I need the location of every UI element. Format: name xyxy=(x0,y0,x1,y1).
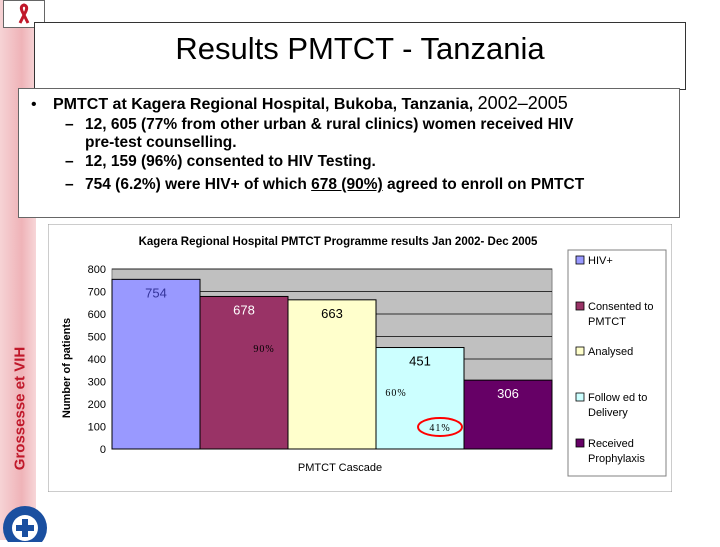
sidebar-label: Grossesse et VIH xyxy=(11,346,29,471)
percent-annotation-1: 60% xyxy=(385,388,406,399)
y-tick-label-800: 800 xyxy=(88,264,106,276)
sub-bullet-2-text: 12, 159 (96%) consented to HIV Testing. xyxy=(85,153,376,170)
bar-value-label-4: 306 xyxy=(497,386,519,401)
y-tick-label-500: 500 xyxy=(88,332,106,344)
legend-swatch-1 xyxy=(575,301,585,311)
sub-bullet-3-underlined: 678 (90%) xyxy=(311,176,383,193)
sub-bullet-2: –12, 159 (96%) consented to HIV Testing. xyxy=(65,153,376,170)
bar-value-label-0: 754 xyxy=(145,285,167,300)
bar-value-label-2: 663 xyxy=(321,306,343,321)
legend-label-0: HIV+ xyxy=(588,255,613,267)
y-tick-label-700: 700 xyxy=(88,287,106,299)
legend-box xyxy=(567,249,667,477)
sub-bullet-3: –754 (6.2%) were HIV+ of which 678 (90%)… xyxy=(65,176,585,193)
sub-bullet-3-pre: 754 (6.2%) were HIV+ of which xyxy=(85,176,307,193)
legend-swatch-4 xyxy=(575,438,585,448)
bullet-years: 2002–2005 xyxy=(477,93,568,113)
y-tick-label-600: 600 xyxy=(88,309,106,321)
sub-bullet-1-line2: pre-test counselling. xyxy=(85,134,237,151)
y-tick-label-300: 300 xyxy=(88,377,106,389)
chart-title: Kagera Regional Hospital PMTCT Programme… xyxy=(139,236,538,248)
highlight-ellipse xyxy=(417,417,463,437)
legend-swatch-2 xyxy=(575,346,585,356)
slide-title: Results PMTCT - Tanzania xyxy=(175,31,545,66)
bullet-main-text: PMTCT at Kagera Regional Hospital, Bukob… xyxy=(53,96,474,113)
y-axis-label: Number of patients xyxy=(61,318,73,418)
y-tick-label-100: 100 xyxy=(88,422,106,434)
medecins-du-monde-seal xyxy=(2,502,48,547)
y-tick-label-200: 200 xyxy=(88,399,106,411)
bullet-box: • PMTCT at Kagera Regional Hospital, Buko… xyxy=(18,88,680,218)
sub-bullet-1: –12, 605 (77% from other urban & rural c… xyxy=(65,116,574,151)
legend-label-3: Follow ed to Delivery xyxy=(588,392,647,419)
pmtct-bar-chart: Kagera Regional Hospital PMTCT Programme… xyxy=(48,224,672,492)
legend-label-2: Analysed xyxy=(588,346,633,358)
percent-annotation-0: 90% xyxy=(253,344,274,355)
x-axis-label: PMTCT Cascade xyxy=(298,462,382,474)
bar-1 xyxy=(199,295,289,450)
bar-4 xyxy=(463,379,553,450)
sub-bullet-1-line1: 12, 605 (77% from other urban & rural cl… xyxy=(85,116,574,133)
legend-label-1: Consented to PMTCT xyxy=(588,301,653,328)
bar-value-label-1: 678 xyxy=(233,302,255,317)
legend-label-4: Received Prophylaxis xyxy=(588,438,645,465)
percent-annotation-2: 41% xyxy=(429,423,450,434)
bar-2 xyxy=(287,299,377,450)
red-ribbon-icon xyxy=(18,3,30,24)
bullet-main: • PMTCT at Kagera Regional Hospital, Buko… xyxy=(31,93,568,113)
bar-0 xyxy=(111,278,201,450)
y-tick-label-400: 400 xyxy=(88,354,106,366)
bar-value-label-3: 451 xyxy=(409,354,431,369)
legend-swatch-0 xyxy=(575,255,585,265)
y-tick-label-0: 0 xyxy=(100,444,106,456)
legend-swatch-3 xyxy=(575,392,585,402)
sub-bullet-3-post: agreed to enroll on PMTCT xyxy=(386,176,585,193)
title-box: Results PMTCT - Tanzania xyxy=(34,22,686,90)
